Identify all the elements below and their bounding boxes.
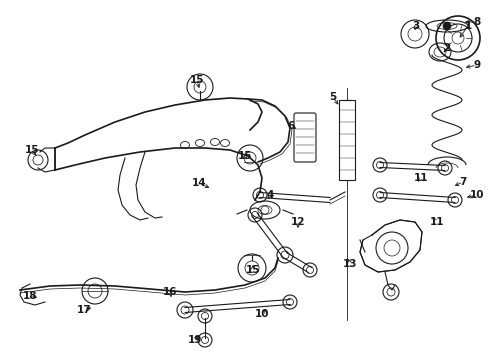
Text: 10: 10	[470, 190, 484, 200]
Circle shape	[443, 22, 451, 30]
Text: 15: 15	[190, 75, 204, 85]
Text: 7: 7	[459, 177, 466, 187]
Text: 6: 6	[287, 121, 294, 131]
Text: 1: 1	[465, 21, 472, 31]
Text: 15: 15	[25, 145, 39, 155]
Text: 3: 3	[413, 21, 419, 31]
Text: 8: 8	[473, 17, 481, 27]
Text: 18: 18	[23, 291, 37, 301]
Text: 13: 13	[343, 259, 357, 269]
Text: 5: 5	[329, 92, 337, 102]
Text: 4: 4	[266, 190, 274, 200]
Circle shape	[261, 206, 269, 214]
Text: 15: 15	[238, 151, 252, 161]
Text: 15: 15	[246, 265, 260, 275]
Text: 10: 10	[255, 309, 269, 319]
Text: 14: 14	[192, 178, 206, 188]
Text: 12: 12	[291, 217, 305, 227]
Text: 19: 19	[188, 335, 202, 345]
Text: 9: 9	[473, 60, 481, 70]
Text: 16: 16	[163, 287, 177, 297]
Text: 17: 17	[77, 305, 91, 315]
Text: 11: 11	[430, 217, 444, 227]
Text: 11: 11	[414, 173, 428, 183]
Text: 2: 2	[443, 43, 451, 53]
